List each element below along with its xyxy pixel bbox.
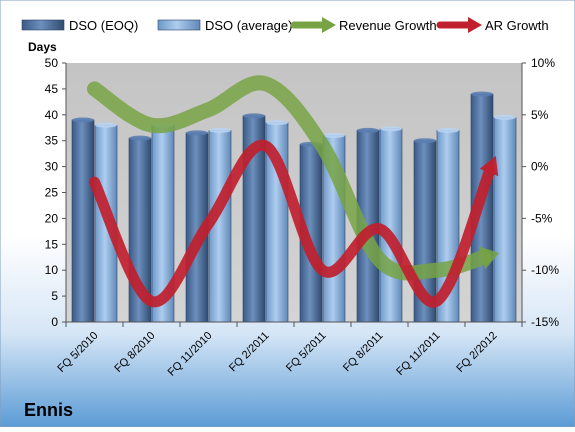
bar-top-cap <box>380 126 402 132</box>
y2-tick-label: -15% <box>531 315 559 329</box>
y-tick-label: 5 <box>51 289 58 303</box>
arrowhead-revenue-growth <box>478 246 500 270</box>
y2-tick-label: 5% <box>531 108 549 122</box>
bar-top-cap <box>323 133 345 139</box>
bar-top-cap <box>357 127 379 133</box>
bar-top-cap <box>471 91 493 97</box>
line-revenue-growth <box>87 75 492 281</box>
bar-top-cap <box>186 130 208 136</box>
y-tick-label: 15 <box>45 237 59 251</box>
bar-top-cap <box>95 122 117 128</box>
bar-top-cap <box>494 114 516 120</box>
chart-legend: DSO (EOQ) DSO (average) Revenue Growth AR G… <box>21 17 549 33</box>
legend-label-revenue-growth: Revenue Growth <box>339 18 437 33</box>
legend-label-ar-growth: AR Growth <box>485 18 549 33</box>
bar-top-cap <box>72 117 94 123</box>
y-tick-label: 30 <box>45 160 59 174</box>
y-tick-label: 25 <box>45 186 59 200</box>
legend-label-dso-average-: DSO (average) <box>205 18 292 33</box>
legend-arrow-ar-growth <box>468 17 482 33</box>
bar-top-cap <box>129 135 151 141</box>
lines-layer <box>87 75 500 308</box>
y2-axis-ticks: -15% -10% -5% 0% 5% 10% <box>522 56 559 329</box>
bar-top-cap <box>243 113 265 119</box>
bar-top-cap <box>266 120 288 126</box>
legend-swatch-dso-average- <box>157 19 201 31</box>
chart-title: Ennis <box>24 400 73 420</box>
y-tick-label: 0 <box>51 315 58 329</box>
bar-top-cap <box>209 127 231 133</box>
y2-tick-label: 10% <box>531 56 555 70</box>
bar-top-cap <box>437 127 459 133</box>
y2-tick-label: 0% <box>531 160 549 174</box>
bar-dso-eoq <box>71 119 95 323</box>
bar-top-cap <box>414 138 436 144</box>
y2-tick-label: -10% <box>531 263 559 277</box>
y-tick-label: 40 <box>45 108 59 122</box>
y-tick-label: 50 <box>45 56 59 70</box>
arrowhead-ar-growth <box>479 155 499 177</box>
legend-swatch-dso-eoq- <box>21 19 65 31</box>
y-tick-label: 10 <box>45 263 59 277</box>
line-ar-growth <box>89 139 496 308</box>
y-axis-title: Days <box>28 40 57 54</box>
y-tick-label: 45 <box>45 82 59 96</box>
legend-label-dso-eoq-: DSO (EOQ) <box>69 18 138 33</box>
y-tick-label: 35 <box>45 134 59 148</box>
bar-dso-average <box>493 117 517 323</box>
legend-arrow-revenue-growth <box>322 17 336 33</box>
y2-tick-label: -5% <box>531 211 553 225</box>
y-axis-ticks: 0 5 10 15 20 25 30 35 40 45 50 <box>45 56 66 329</box>
y-tick-label: 20 <box>45 211 59 225</box>
